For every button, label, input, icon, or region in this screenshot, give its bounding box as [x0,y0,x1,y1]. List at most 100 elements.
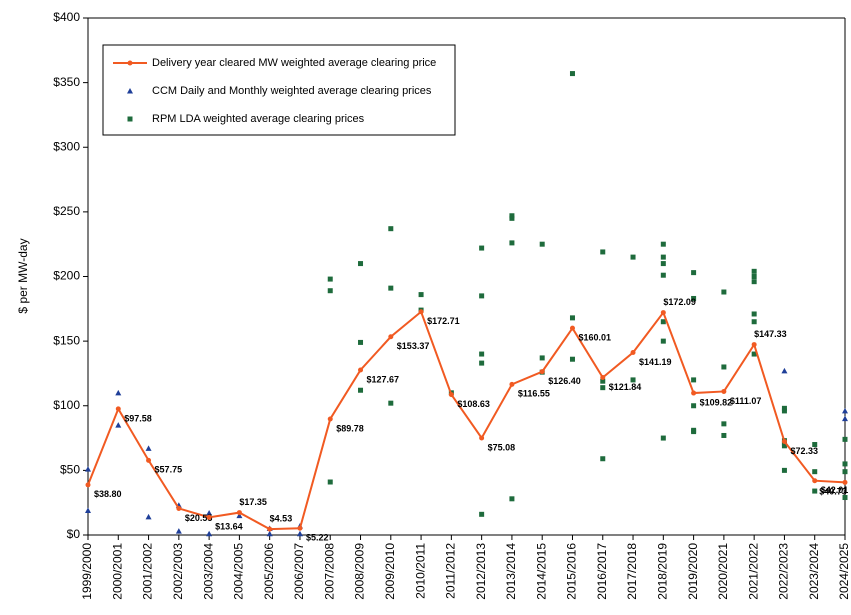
x-tick-label: 2010/2011 [413,543,427,599]
x-tick-label: 2013/2014 [504,543,518,600]
ccm-point [842,415,848,422]
y-tick-label: $400 [53,10,80,24]
data-label: $172.71 [427,316,460,326]
rpm-point [479,351,485,357]
data-label: $153.37 [397,341,430,351]
rpm-point [842,495,848,501]
rpm-point [569,356,575,362]
data-label: $72.33 [790,446,818,456]
ccm-point [145,445,152,451]
rpm-point [751,274,757,279]
data-label: $38.80 [94,489,122,499]
rpm-point [660,435,666,441]
x-tick-label: 2024/2025 [837,543,851,600]
ccm-point [236,512,243,519]
y-tick-label: $350 [53,75,80,89]
x-tick-label: 2002/2003 [171,543,185,600]
line-point [327,416,333,422]
legend-label: RPM LDA weighted average clearing prices [152,113,365,125]
ccm-point [115,422,122,428]
ccm-point [115,389,122,396]
rpm-point [327,288,333,294]
line-point [297,525,303,531]
rpm-point [539,355,545,361]
line-point [812,478,818,484]
rpm-point [812,442,818,448]
rpm-point [358,261,364,267]
x-tick-label: 2021/2022 [746,543,760,600]
ccm-point [266,530,273,537]
legend-label: CCM Daily and Monthly weighted average c… [152,85,432,97]
line-point [267,526,273,532]
legend-marker [127,88,133,94]
x-tick-label: 2023/2024 [807,543,821,600]
rpm-point [812,469,818,475]
price-line [87,310,846,531]
rpm-point [388,226,394,232]
rpm-point [751,351,757,357]
data-label: $89.78 [336,423,364,433]
x-tick-label: 2005/2006 [262,543,276,600]
y-tick-label: $250 [53,204,80,218]
rpm-point [781,408,787,414]
rpm-point [479,293,485,299]
data-label: $13.64 [215,522,243,532]
rpm-point [418,292,424,298]
ccm-point [175,528,182,534]
rpm-point [630,254,636,260]
rpm-point [691,295,697,301]
data-label: $121.84 [609,382,642,392]
rpm-point [600,249,606,255]
rpm-point [781,467,787,473]
line-point [842,479,848,485]
rpm-point [751,311,757,317]
ccm-point [85,466,91,472]
rpm-point [721,421,727,427]
rpm-point [721,364,727,370]
rpm-point [327,276,333,282]
x-tick-label: 2009/2010 [383,543,397,600]
y-axis-label: $ per MW-day [16,238,30,313]
x-tick-label: 1999/2000 [80,543,94,600]
legend-box [102,44,456,136]
data-label: $5.22 [306,533,329,543]
line-point [85,482,91,488]
line-point [146,457,152,463]
x-tick-label: 2017/2018 [625,543,639,600]
x-tick-label: 2003/2004 [201,543,215,600]
rpm-point [509,496,515,502]
rpm-point [660,241,666,247]
x-tick-label: 2006/2007 [292,543,306,600]
rpm-point [388,400,394,406]
x-tick-label: 2000/2001 [110,543,124,600]
rpm-point [751,279,757,285]
line-point [388,334,394,340]
rpm-point [358,339,364,345]
legend-marker [127,60,133,66]
rpm-point [509,215,515,221]
rpm-point [691,403,697,409]
y-tick-label: $100 [53,398,80,412]
x-tick-label: 2011/2012 [444,543,458,599]
rpm-point [721,432,727,438]
y-tick-label: $150 [53,333,80,347]
data-label: $40.73 [819,487,847,497]
x-tick-label: 2020/2021 [716,543,730,600]
ccm-point [296,530,303,537]
line-point [569,325,575,331]
rpm-point [781,443,787,449]
rpm-point [479,245,485,251]
y-tick-label: $0 [67,527,81,541]
rpm-point [600,378,606,384]
rpm-point [479,360,485,366]
data-label: $42.01 [821,485,849,495]
x-tick-label: 2016/2017 [595,543,609,600]
x-tick-label: 2015/2016 [565,543,579,600]
data-label: $126.40 [548,376,581,386]
x-tick-label: 2022/2023 [777,543,791,600]
rpm-point [842,469,848,475]
x-tick-label: 2012/2013 [474,543,488,600]
data-label: $97.58 [124,413,152,423]
data-label: $172.09 [663,297,696,307]
line-point [448,392,454,398]
